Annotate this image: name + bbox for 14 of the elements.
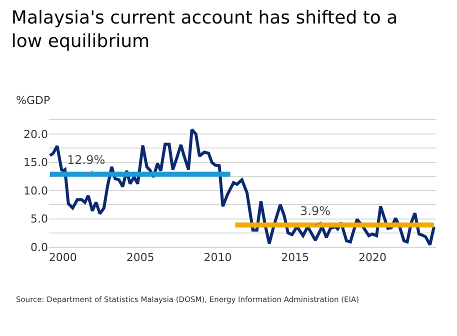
annotation: 12.9% <box>67 153 106 167</box>
x-tick-label: 2015 <box>281 251 310 264</box>
y-tick-label: 10.0 <box>24 184 48 198</box>
annotation: 3.9% <box>300 204 330 218</box>
y-tick-label: 20.0 <box>24 128 48 141</box>
chart-title: Malaysia's current account has shifted to a low equilibrium <box>11 8 398 52</box>
y-tick-label: 5.0 <box>30 212 48 226</box>
x-tick-label: 2020 <box>358 251 387 264</box>
x-tick-label: 2000 <box>48 251 77 264</box>
x-tick-label: 2010 <box>204 251 232 264</box>
x-tick-label: 2005 <box>126 251 154 264</box>
y-tick-label: 15.0 <box>24 156 48 170</box>
y-tick-label: 0.0 <box>30 240 48 254</box>
y-axis-title: %GDP <box>16 94 50 107</box>
